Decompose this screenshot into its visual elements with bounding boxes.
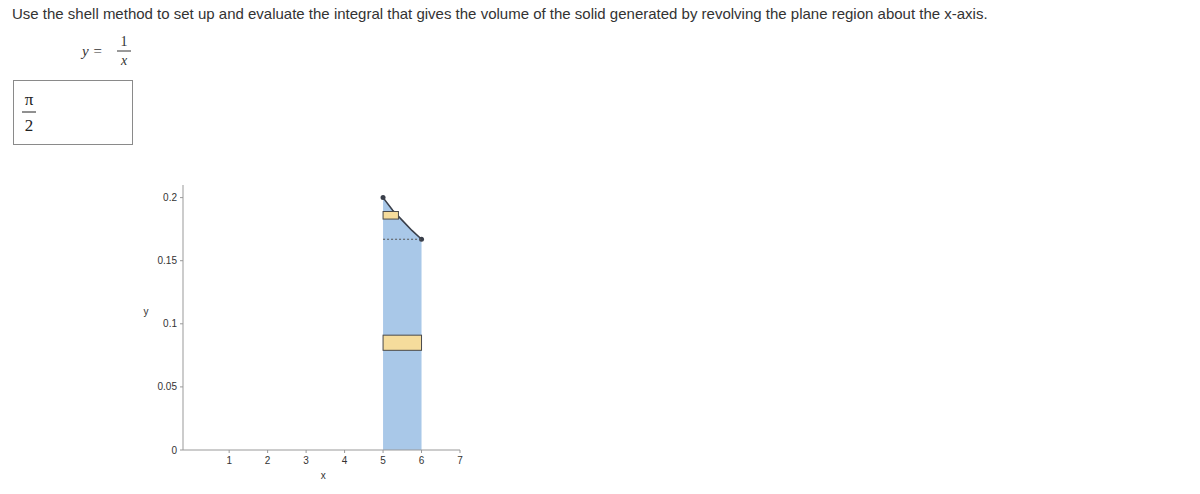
y-tick	[180, 450, 183, 451]
equation-numerator: 1	[121, 34, 128, 49]
y-axis-label: y	[144, 306, 149, 317]
answer-numerator: π	[25, 90, 34, 109]
x-axis-label: x	[321, 470, 326, 481]
answer-box	[14, 81, 133, 145]
y-tick-label: 0.05	[158, 381, 178, 392]
y-tick-label: 0.15	[158, 255, 178, 266]
dashed-line	[383, 239, 421, 240]
shell	[383, 212, 398, 220]
shell	[383, 335, 421, 350]
x-tick-label: 2	[265, 455, 271, 466]
x-tick	[460, 450, 461, 453]
fraction-bar	[117, 51, 131, 52]
curve-line	[383, 198, 421, 240]
y-tick-label: 0	[171, 445, 177, 456]
x-tick-label: 5	[380, 455, 386, 466]
fraction-bar	[22, 112, 36, 113]
page: Use the shell method to set up and evalu…	[0, 0, 1200, 494]
equation-denominator: x	[120, 53, 128, 68]
question: Use the shell method to set up and evalu…	[12, 5, 988, 22]
y-tick	[180, 386, 183, 387]
x-tick	[383, 450, 384, 453]
x-tick	[267, 450, 268, 453]
equation-lhs: y =	[80, 43, 103, 59]
x-tick	[306, 450, 307, 453]
x-tick-label: 1	[226, 455, 232, 466]
y-tick	[180, 260, 183, 261]
marker	[381, 195, 386, 200]
y-tick-label: 0.2	[163, 192, 177, 203]
area	[383, 198, 421, 450]
x-tick-label: 3	[303, 455, 309, 466]
y-tick	[180, 323, 183, 324]
x-tick-label: 7	[457, 455, 463, 466]
x-tick	[421, 450, 422, 453]
x-tick-label: 4	[342, 455, 348, 466]
x-tick-label: 6	[419, 455, 425, 466]
answer-denominator: 2	[25, 116, 34, 135]
x-tick	[229, 450, 230, 453]
x-tick	[344, 450, 345, 453]
x-axis	[183, 450, 460, 451]
plot-marks	[381, 195, 424, 450]
y-axis	[183, 185, 184, 450]
y-tick-label: 0.1	[163, 318, 177, 329]
y-tick	[180, 197, 183, 198]
